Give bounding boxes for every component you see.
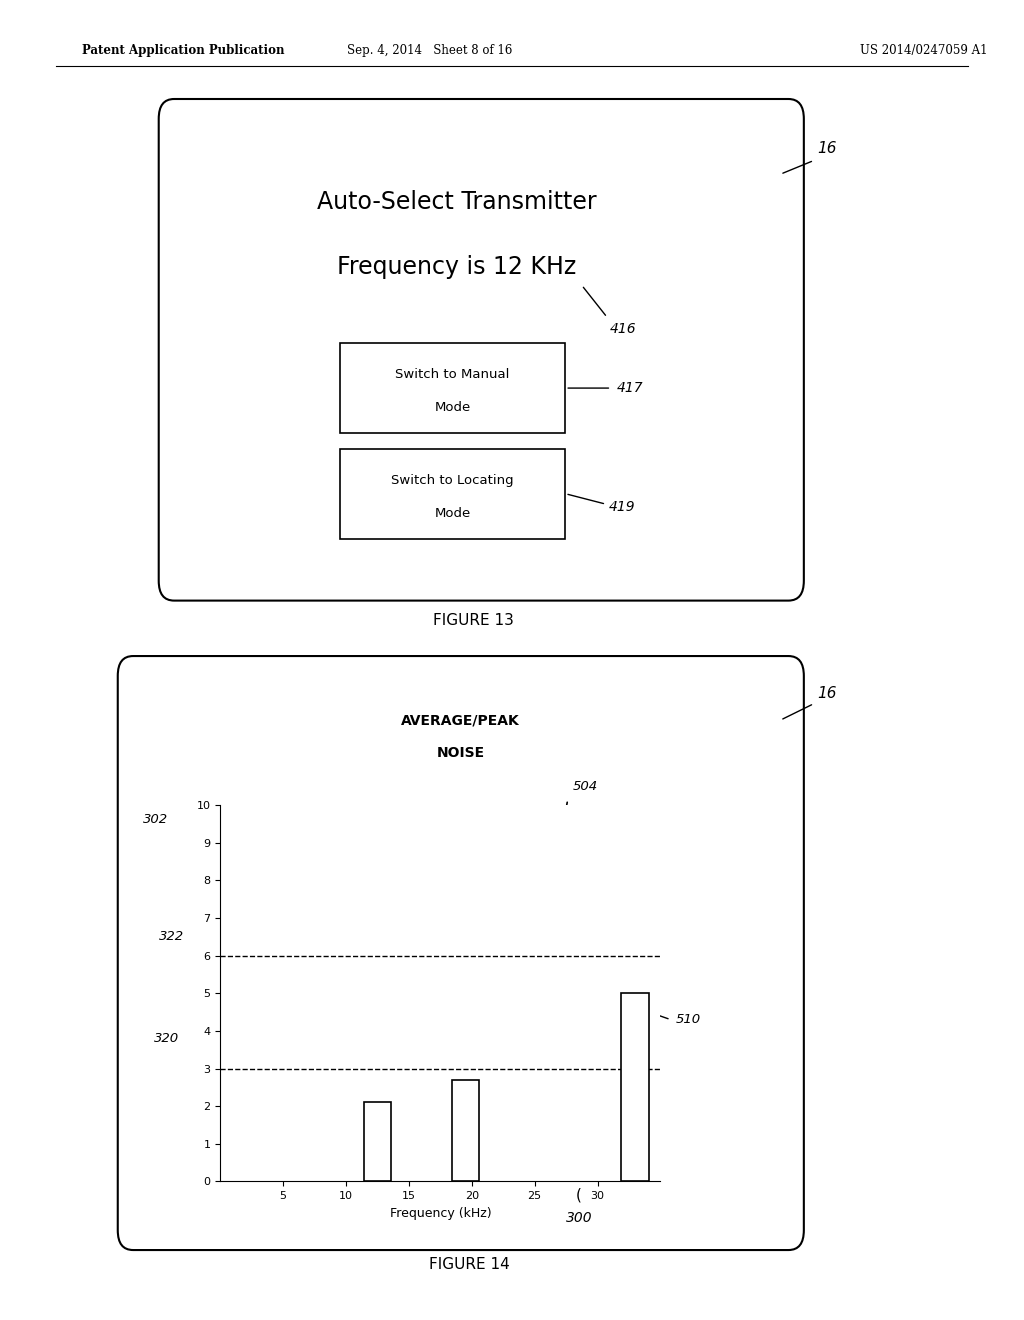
Bar [452, 1080, 479, 1181]
Text: 504: 504 [572, 780, 598, 793]
Text: 16: 16 [817, 141, 837, 156]
Text: AVERAGE/PEAK: AVERAGE/PEAK [401, 713, 520, 727]
Text: (: ( [575, 1188, 582, 1203]
Text: 650: 650 [570, 838, 591, 847]
Text: Mode: Mode [434, 401, 471, 414]
Bar [364, 1102, 391, 1181]
FancyBboxPatch shape [340, 343, 565, 433]
FancyBboxPatch shape [340, 449, 565, 539]
X-axis label: Frequency (kHz): Frequency (kHz) [389, 1206, 492, 1220]
Text: 322: 322 [159, 931, 184, 944]
Text: 320: 320 [154, 1032, 179, 1045]
Bar [622, 993, 649, 1181]
Text: 300: 300 [566, 1212, 593, 1225]
Text: Switch to Manual: Switch to Manual [395, 368, 510, 381]
Text: Sep. 4, 2014   Sheet 8 of 16: Sep. 4, 2014 Sheet 8 of 16 [347, 45, 513, 57]
Text: FIGURE 14: FIGURE 14 [429, 1257, 509, 1272]
FancyBboxPatch shape [159, 99, 804, 601]
Text: FIGURE 13: FIGURE 13 [433, 612, 513, 628]
Text: US 2014/0247059 A1: US 2014/0247059 A1 [860, 45, 988, 57]
Text: 502: 502 [508, 978, 534, 991]
Text: Auto-Select Transmitter: Auto-Select Transmitter [316, 190, 597, 214]
Text: 417: 417 [616, 381, 643, 395]
Text: 302: 302 [143, 813, 169, 826]
Text: 510: 510 [676, 1014, 701, 1026]
Text: 419: 419 [608, 500, 635, 513]
Text: Switch to Locating: Switch to Locating [391, 474, 514, 487]
Text: Frequency is 12 KHz: Frequency is 12 KHz [337, 255, 577, 279]
Text: Mode: Mode [434, 507, 471, 520]
Text: 508: 508 [484, 1118, 510, 1131]
Text: 416: 416 [609, 322, 636, 337]
Text: 16: 16 [817, 686, 837, 701]
Text: 501: 501 [433, 834, 458, 847]
Text: 900: 900 [495, 1064, 516, 1073]
Text: 500: 500 [396, 913, 417, 923]
Text: Patent Application Publication: Patent Application Publication [82, 45, 285, 57]
Text: 506: 506 [396, 1118, 422, 1131]
Text: NOISE: NOISE [437, 746, 484, 760]
FancyBboxPatch shape [118, 656, 804, 1250]
